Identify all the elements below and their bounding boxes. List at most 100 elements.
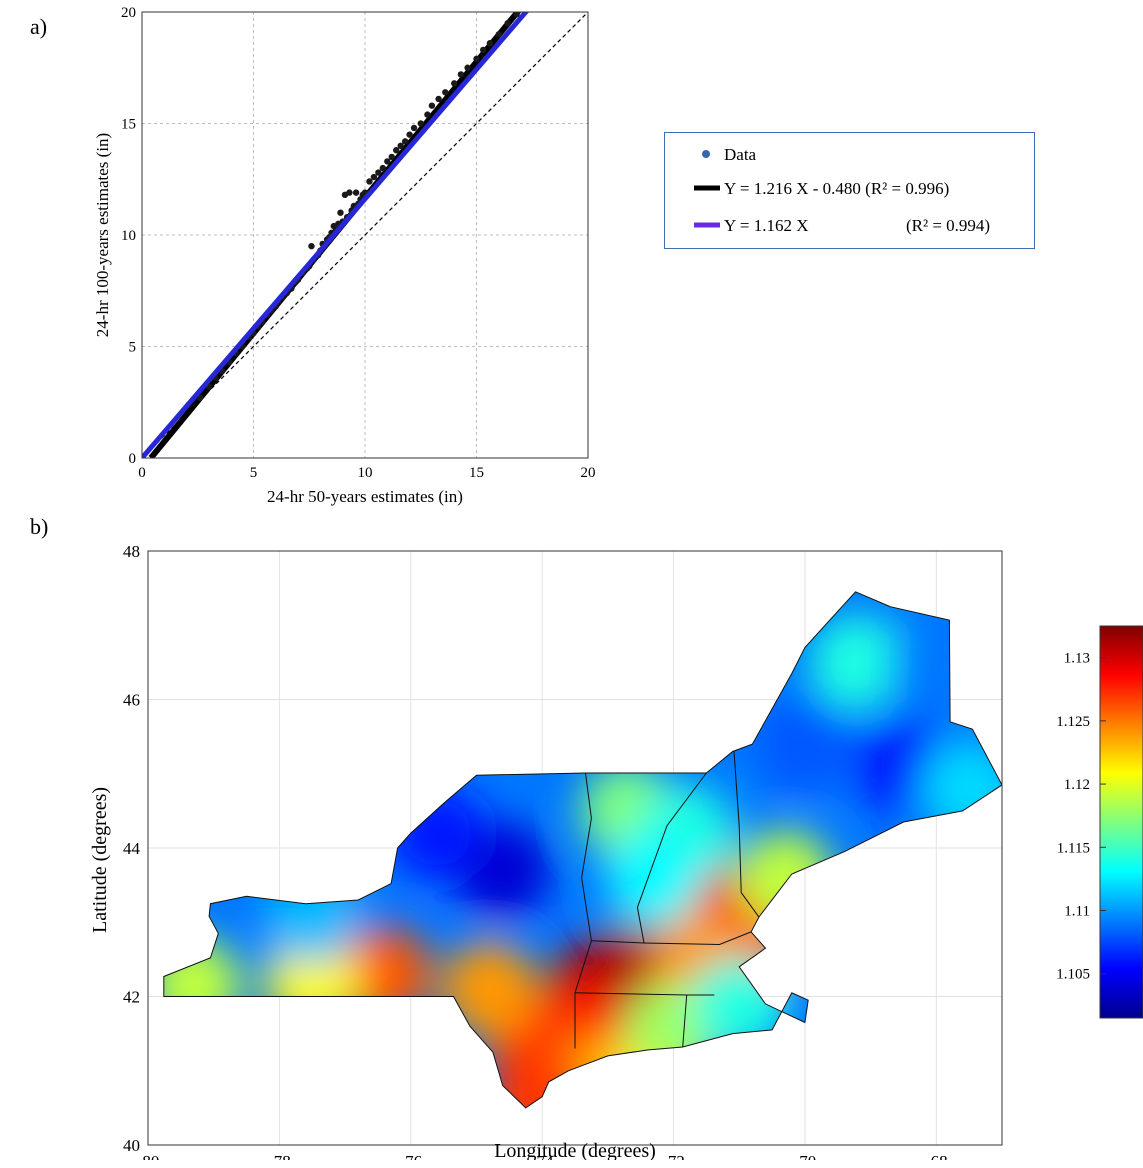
data-point xyxy=(428,102,436,109)
y-tick-label: 5 xyxy=(129,340,137,356)
data-point xyxy=(435,95,442,103)
y-tick-label: 20 xyxy=(121,5,136,21)
tick-labels: 0 5 10 15 20 0 5 10 15 20 xyxy=(121,5,596,481)
data-point xyxy=(401,138,409,145)
colorbar-tick-label: 1.115 xyxy=(1057,840,1090,856)
x-tick-label: 10 xyxy=(358,465,373,481)
region-outline xyxy=(163,591,1003,1109)
legend-label-data: Data xyxy=(724,145,757,164)
x-tick-label: -78 xyxy=(268,1152,291,1160)
data-point xyxy=(473,55,480,63)
heatmap-hotspot xyxy=(756,696,853,793)
data-point xyxy=(337,209,344,216)
x-tick-label: 0 xyxy=(138,465,146,481)
state-border xyxy=(581,772,592,941)
data-point xyxy=(457,71,465,78)
data-point xyxy=(410,124,418,132)
plot-frame xyxy=(147,550,1003,1146)
heatmap-hotspot xyxy=(737,829,834,926)
data-point xyxy=(486,40,494,47)
data-point xyxy=(504,19,511,27)
y-tick-label: 40 xyxy=(123,1136,140,1155)
x-tick-label: 15 xyxy=(469,465,484,481)
fit-line-through-origin xyxy=(142,12,530,458)
legend-label-fit-2-r2: (R² = 0.994) xyxy=(906,216,990,235)
data-point xyxy=(406,131,413,138)
scatter-chart: 0 5 10 15 20 0 5 10 15 20 24-hr 50-years estimate… xyxy=(93,5,596,506)
legend-frame xyxy=(664,132,1035,249)
x-tick-label: -72 xyxy=(662,1152,685,1160)
heatmap-hotspot xyxy=(691,955,788,1052)
data-point xyxy=(370,173,378,181)
heatmap-hotspot xyxy=(389,785,486,882)
heatmap-hotspot xyxy=(888,621,985,718)
plot-area xyxy=(142,12,588,458)
y-tick-label: 48 xyxy=(123,542,140,561)
heatmap-hotspot xyxy=(487,1052,584,1108)
legend-label-fit-2: Y = 1.162 X xyxy=(724,216,809,235)
colorbar-tick-label: 1.105 xyxy=(1056,967,1090,983)
x-tick-label: -80 xyxy=(137,1152,160,1160)
heatmap-hotspot xyxy=(921,740,1003,837)
data-point xyxy=(375,169,382,176)
state-border xyxy=(682,994,688,1048)
data-point xyxy=(464,64,471,71)
data-point xyxy=(379,164,387,172)
data-point xyxy=(479,46,487,54)
heatmap-field xyxy=(163,591,1003,1108)
panel-label-a: a) xyxy=(30,14,48,39)
x-tick-label: -76 xyxy=(399,1152,422,1160)
data-point xyxy=(451,80,458,87)
y-tick-label: 44 xyxy=(123,839,141,858)
data-point xyxy=(366,178,373,185)
colorbar-tick-label: 1.12 xyxy=(1064,777,1090,793)
data-point xyxy=(388,153,395,161)
heatmap-hotspot xyxy=(441,941,538,1038)
state-borders xyxy=(574,751,760,1049)
data-point xyxy=(346,189,353,196)
x-tick-label: -70 xyxy=(794,1152,817,1160)
x-tick-label: -74 xyxy=(531,1152,554,1160)
data-point xyxy=(384,158,391,165)
y-tick-label: 15 xyxy=(121,117,136,133)
y-tick-label: 10 xyxy=(121,228,136,244)
y-axis-label: Latitude (degrees) xyxy=(89,787,111,933)
data-point xyxy=(352,189,360,196)
state-border xyxy=(733,751,760,918)
heatmap-hotspot xyxy=(264,866,361,963)
y-tick-label: 46 xyxy=(123,691,140,710)
x-tick-label: -68 xyxy=(925,1152,948,1160)
panel-label-b: b) xyxy=(30,514,49,539)
x-axis-label: Longitude (degrees) xyxy=(494,1140,656,1160)
colorbar-tick-label: 1.11 xyxy=(1064,904,1090,920)
y-axis-label: 24-hr 100-years estimates (in) xyxy=(93,133,112,337)
data-point xyxy=(397,142,404,149)
x-axis-label: 24-hr 50-years estimates (in) xyxy=(267,487,463,506)
colorbar-ticks: 1.105 1.11 1.115 1.12 1.125 1.13 xyxy=(1056,651,1106,983)
data-point xyxy=(417,120,424,127)
x-tick-label: 20 xyxy=(581,465,596,481)
map-chart: -80 -78 -76 -74 -72 -70 -68 40 42 44 46 48 Longitud… xyxy=(89,542,1143,1160)
x-tick-label: 5 xyxy=(250,465,258,481)
state-border xyxy=(591,931,752,946)
heatmap-hotspot xyxy=(163,937,242,1034)
y-tick-label: 42 xyxy=(123,988,140,1007)
legend: Data Y = 1.216 X - 0.480 (R² = 0.996) Y … xyxy=(664,132,1035,249)
colorbar-tick-label: 1.13 xyxy=(1064,651,1090,667)
y-tick-label: 0 xyxy=(129,451,137,467)
data-point xyxy=(308,242,315,250)
plot-frame xyxy=(141,11,589,459)
data-point xyxy=(495,31,502,38)
colorbar-tick-label: 1.125 xyxy=(1056,714,1090,730)
reference-line-1to1 xyxy=(142,12,588,458)
state-border xyxy=(574,940,592,993)
data-point xyxy=(442,89,449,96)
state-border xyxy=(636,772,707,944)
data-point xyxy=(393,147,400,154)
legend-label-fit-1: Y = 1.216 X - 0.480 (R² = 0.996) xyxy=(724,179,949,198)
legend-marker-data xyxy=(702,150,710,158)
heatmap-hotspot xyxy=(605,829,702,926)
colorbar xyxy=(1099,625,1143,1019)
data-point xyxy=(513,12,520,18)
tick-labels: -80 -78 -76 -74 -72 -70 -68 40 42 44 46 48 xyxy=(123,542,948,1160)
